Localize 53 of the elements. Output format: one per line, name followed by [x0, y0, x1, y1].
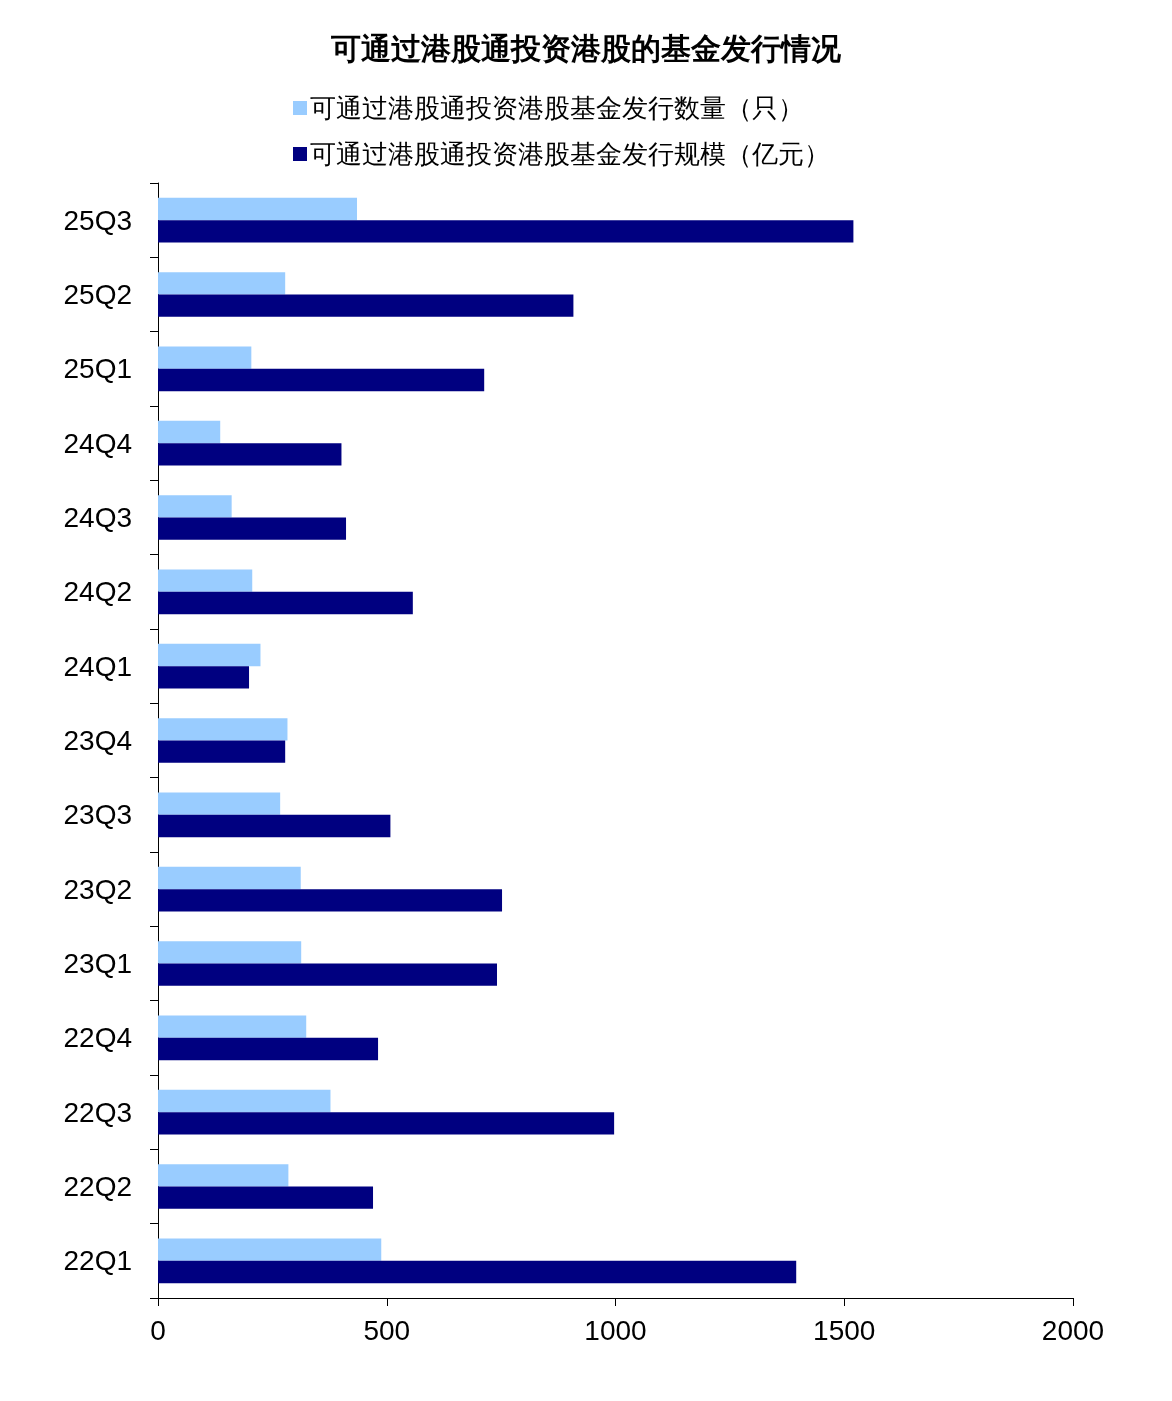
bar [158, 1089, 331, 1113]
x-tick-label: 2000 [1041, 1314, 1105, 1346]
x-tick-label: 1000 [584, 1314, 647, 1346]
y-tick-label: 22Q2 [63, 1171, 132, 1202]
bar [158, 368, 485, 392]
bar [158, 792, 281, 815]
x-tick-label: 0 [150, 1314, 166, 1346]
y-tick-label: 23Q2 [63, 873, 132, 905]
y-tick-label: 23Q1 [63, 948, 132, 979]
bar [158, 1112, 615, 1135]
legend-label: 可通过港股通投资港股基金发行规模（亿元） [310, 139, 830, 169]
bar [158, 517, 347, 540]
bar [158, 643, 261, 667]
bar [158, 718, 288, 741]
y-tick-label: 24Q1 [63, 650, 132, 682]
y-tick-label: 22Q3 [63, 1096, 132, 1128]
y-tick-label: 24Q4 [63, 427, 132, 459]
bar [158, 666, 250, 689]
y-tick-label: 25Q3 [63, 204, 132, 236]
y-tick-label: 24Q2 [63, 576, 132, 608]
x-tick-label: 500 [363, 1314, 411, 1346]
bar [158, 941, 302, 964]
bar [158, 1015, 307, 1038]
bar [158, 420, 221, 444]
bar [158, 963, 498, 986]
y-tick-label: 23Q3 [63, 799, 132, 831]
x-tick-label: 1500 [813, 1314, 876, 1346]
bar [158, 569, 253, 592]
y-tick-label: 24Q3 [63, 502, 132, 533]
bar [158, 272, 286, 295]
bar [158, 740, 286, 763]
bar [158, 197, 358, 221]
bar [158, 1186, 374, 1209]
bar [158, 443, 342, 466]
y-tick-label: 25Q1 [63, 353, 132, 385]
bar [158, 1037, 379, 1061]
y-tick-label: 22Q1 [63, 1245, 132, 1277]
bar [158, 814, 391, 838]
legend-label: 可通过港股通投资港股基金发行数量（只） [310, 93, 804, 123]
bar [158, 346, 252, 369]
y-tick-label: 23Q4 [63, 725, 132, 756]
bar [158, 591, 413, 615]
y-tick-label: 25Q2 [63, 279, 132, 310]
bar [158, 220, 854, 243]
bar [158, 495, 232, 518]
bar [158, 866, 301, 890]
bar [158, 1260, 797, 1284]
bar [158, 1238, 382, 1261]
bar [158, 294, 574, 317]
bar [158, 889, 503, 912]
bar [158, 1164, 289, 1187]
y-tick-label: 22Q4 [63, 1022, 132, 1054]
chart-title: 可通过港股通投资港股的基金发行情况 [330, 31, 842, 65]
